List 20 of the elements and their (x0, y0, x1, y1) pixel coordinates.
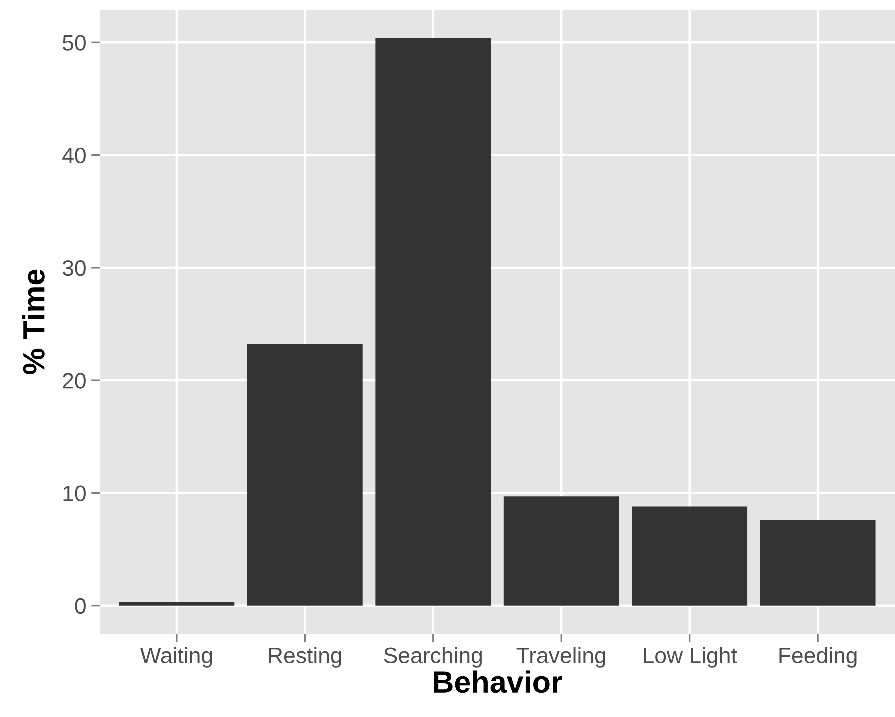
y-tick-label: 50 (62, 35, 86, 51)
x-tick-label: Waiting (140, 647, 212, 668)
y-tick-label: 20 (63, 373, 86, 389)
x-tick-label: Searching (384, 647, 482, 668)
bar (247, 344, 363, 606)
y-tick-label: 30 (62, 260, 86, 276)
bar (504, 496, 620, 606)
bar (760, 520, 876, 606)
y-axis-title: % Time (22, 270, 45, 374)
x-tick-label: Resting (269, 647, 342, 668)
bar (632, 506, 748, 606)
y-tick-label: 0 (75, 598, 86, 614)
y-tick-label: 10 (64, 486, 86, 502)
y-tick-label: 40 (62, 148, 86, 164)
bar (376, 38, 492, 606)
x-tick-label: Feeding (780, 647, 857, 668)
x-tick-label: Traveling (516, 647, 606, 668)
bar (119, 602, 235, 606)
x-tick-label: Low Light (644, 647, 738, 668)
x-axis-title: Behavior (434, 670, 562, 694)
